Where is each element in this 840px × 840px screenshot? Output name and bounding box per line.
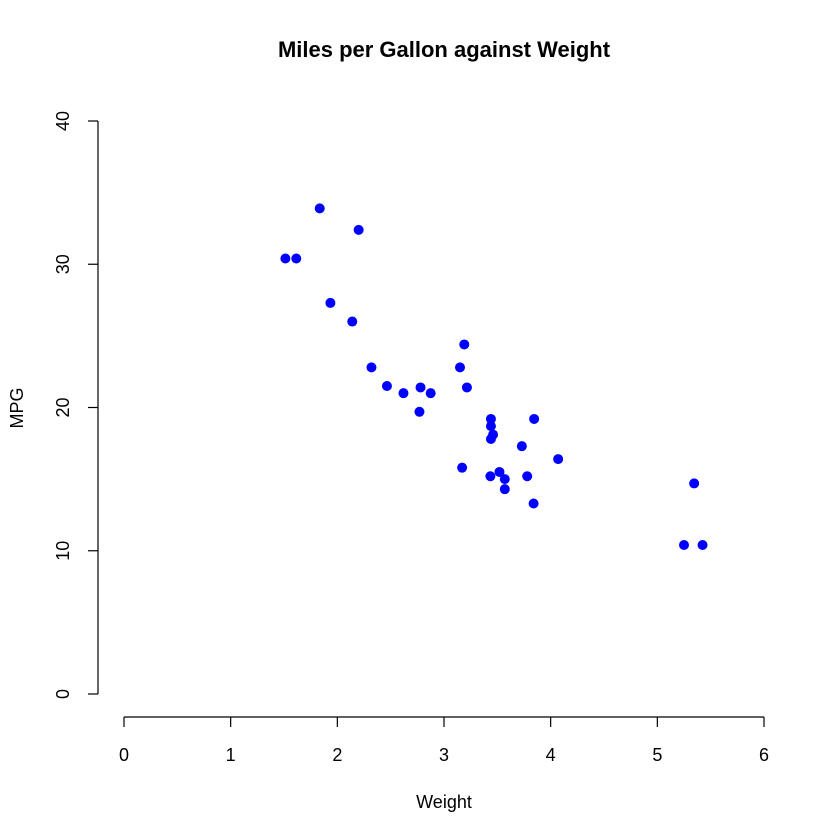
- data-point: [314, 203, 325, 214]
- data-point: [528, 498, 539, 509]
- data-point: [529, 413, 540, 424]
- y-tick-label: 20: [53, 397, 73, 417]
- data-point: [347, 316, 358, 327]
- x-tick-label: 2: [332, 745, 342, 765]
- y-axis-label: MPG: [7, 387, 27, 428]
- data-point: [325, 297, 336, 308]
- data-points: [280, 203, 708, 551]
- chart-title: Miles per Gallon against Weight: [278, 37, 611, 62]
- data-point: [494, 466, 505, 477]
- data-point: [415, 382, 426, 393]
- data-point: [679, 540, 689, 551]
- x-tick-label: 6: [759, 745, 769, 765]
- data-point: [553, 454, 564, 465]
- data-point: [522, 471, 533, 482]
- data-point: [381, 381, 392, 392]
- x-tick-label: 3: [439, 745, 449, 765]
- y-tick-label: 10: [53, 541, 73, 561]
- data-point: [414, 406, 425, 417]
- data-point: [457, 462, 468, 473]
- y-tick-label: 0: [53, 689, 73, 699]
- data-point: [485, 434, 496, 445]
- x-tick-label: 5: [652, 745, 662, 765]
- x-tick-label: 1: [226, 745, 236, 765]
- y-axis-ticks: 0 10 20 30 40: [53, 111, 98, 699]
- data-point: [280, 253, 291, 264]
- data-point: [697, 540, 708, 551]
- y-tick-label: 40: [53, 111, 73, 131]
- data-point: [499, 484, 510, 495]
- data-point: [353, 224, 364, 235]
- data-point: [398, 388, 409, 399]
- data-point: [291, 253, 302, 264]
- data-point: [425, 388, 436, 399]
- data-point: [485, 413, 496, 424]
- data-point: [485, 471, 496, 482]
- y-tick-label: 30: [53, 254, 73, 274]
- data-point: [461, 382, 472, 393]
- data-point: [689, 478, 700, 489]
- data-point: [485, 421, 496, 432]
- data-point: [459, 339, 470, 350]
- data-point: [516, 441, 527, 452]
- x-tick-label: 4: [546, 745, 556, 765]
- x-axis-label: Weight: [416, 792, 472, 812]
- data-point: [455, 362, 465, 373]
- data-point: [499, 474, 510, 485]
- x-axis-ticks: 0 1 2 3 4 5 6: [119, 717, 769, 765]
- data-point: [366, 362, 377, 373]
- x-tick-label: 0: [119, 745, 129, 765]
